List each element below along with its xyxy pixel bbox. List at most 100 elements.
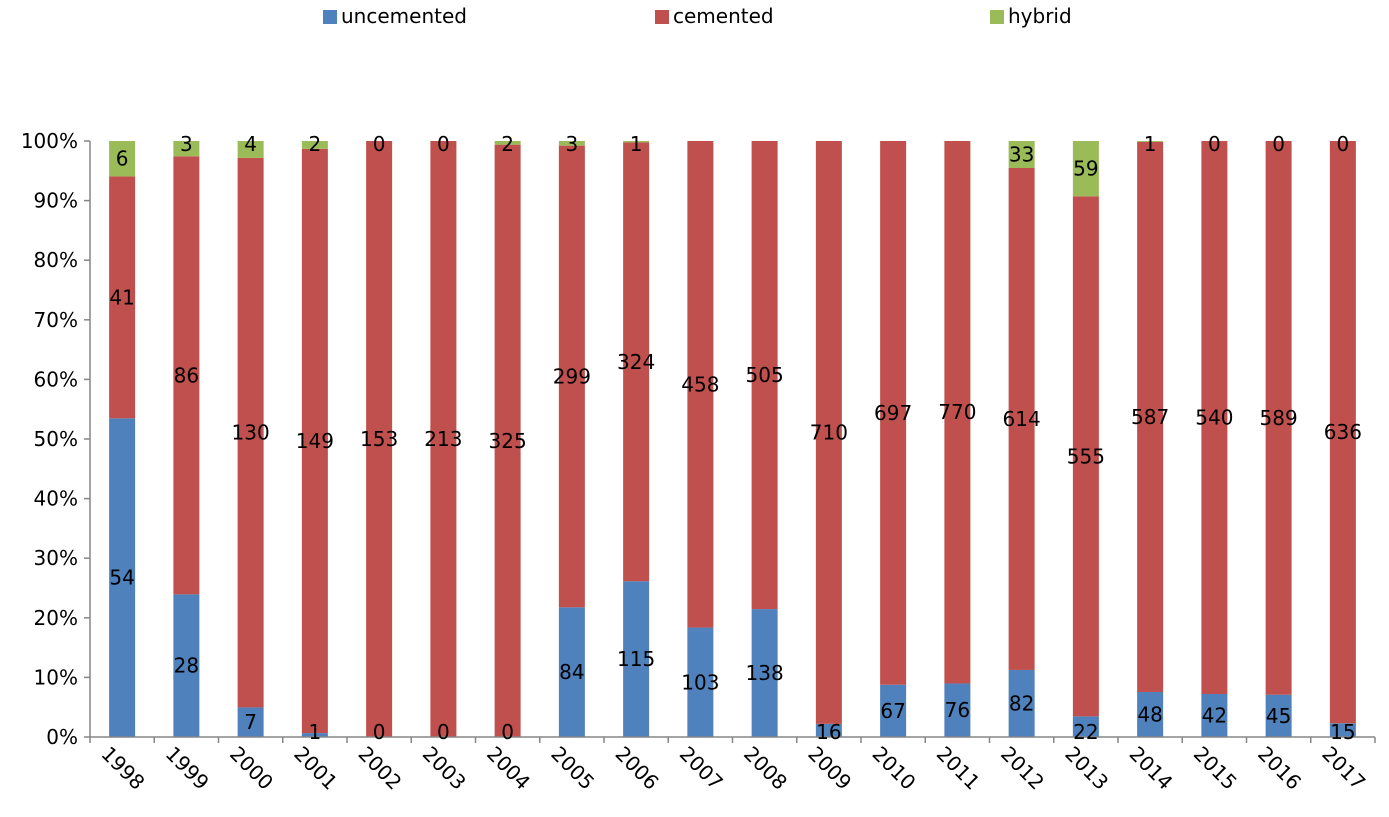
- bar-segment-cemented: [687, 141, 714, 628]
- data-label-hybrid: 0: [437, 132, 450, 156]
- data-label-uncemented: 84: [559, 660, 584, 684]
- y-tick-label: 90%: [34, 189, 78, 213]
- data-label-cemented: 458: [681, 372, 719, 396]
- bar-segment-cemented: [1008, 167, 1035, 670]
- data-label-uncemented: 103: [681, 670, 719, 694]
- bar-segment-uncemented: [173, 594, 200, 737]
- legend: uncemented cemented hybrid: [323, 4, 1072, 28]
- data-label-uncemented: 115: [617, 647, 655, 671]
- bar-segment-cemented: [623, 142, 650, 582]
- data-label-hybrid: 0: [1208, 132, 1221, 156]
- y-tick-label: 40%: [34, 487, 78, 511]
- bar-segment-uncemented: [751, 609, 778, 737]
- x-tick-label: 2001: [289, 742, 342, 795]
- x-tick-label: 2004: [482, 742, 535, 795]
- bar-segment-uncemented: [1072, 716, 1099, 737]
- bar-segment-hybrid: [237, 141, 264, 158]
- x-tick-label: 2015: [1189, 742, 1242, 795]
- data-label-uncemented: 54: [109, 566, 134, 590]
- data-label-cemented: 41: [109, 285, 134, 309]
- data-label-cemented: 636: [1324, 420, 1362, 444]
- data-label-hybrid: 3: [566, 132, 579, 156]
- bar-segment-uncemented: [558, 607, 585, 737]
- bar-segment-cemented: [558, 145, 585, 608]
- legend-swatch-hybrid: [990, 10, 1004, 24]
- legend-label-uncemented: uncemented: [341, 4, 467, 28]
- data-label-hybrid: 0: [1337, 132, 1350, 156]
- bar-segment-uncemented: [1265, 694, 1292, 737]
- x-tick-label: 2016: [1253, 742, 1306, 795]
- data-label-uncemented: 67: [880, 699, 905, 723]
- bar-segment-cemented: [366, 141, 393, 737]
- x-tick-label: 2006: [611, 742, 664, 795]
- x-tick-label: 2000: [225, 742, 278, 795]
- legend-label-cemented: cemented: [673, 4, 774, 28]
- data-label-hybrid: 6: [116, 147, 129, 171]
- data-label-uncemented: 82: [1009, 691, 1034, 715]
- data-label-cemented: 324: [617, 350, 655, 374]
- data-label-hybrid: 4: [244, 132, 257, 156]
- x-tick-label: 2005: [546, 742, 599, 795]
- data-label-cemented: 540: [1195, 405, 1233, 429]
- data-label-uncemented: 16: [816, 720, 841, 744]
- data-label-uncemented: 7: [244, 710, 257, 734]
- y-tick-label: 10%: [34, 665, 78, 689]
- x-tick-label: 2002: [354, 742, 407, 795]
- data-label-hybrid: 0: [373, 132, 386, 156]
- bar-segment-uncemented: [109, 418, 136, 737]
- bar-segment-cemented: [880, 141, 907, 685]
- data-labels-layer: 5441628863713041149201530021300325284299…: [109, 132, 1362, 744]
- y-tick-label: 80%: [34, 248, 78, 272]
- data-label-cemented: 325: [489, 429, 527, 453]
- x-tick-label: 1999: [161, 742, 214, 795]
- bar-segment-uncemented: [687, 627, 714, 737]
- data-label-uncemented: 28: [174, 654, 199, 678]
- bar-segment-hybrid: [623, 141, 650, 143]
- legend-swatch-cemented: [655, 10, 669, 24]
- data-label-uncemented: 0: [437, 720, 450, 744]
- data-label-cemented: 555: [1067, 444, 1105, 468]
- data-label-uncemented: 22: [1073, 720, 1098, 744]
- bar-segment-cemented: [1137, 141, 1164, 693]
- bar-segment-uncemented: [1008, 669, 1035, 737]
- bar-segment-hybrid: [301, 141, 328, 149]
- x-tick-label: 2012: [996, 742, 1049, 795]
- data-label-uncemented: 48: [1137, 703, 1162, 727]
- data-label-cemented: 149: [296, 429, 334, 453]
- bar-segment-cemented: [815, 141, 842, 724]
- data-label-uncemented: 42: [1202, 703, 1227, 727]
- data-label-hybrid: 1: [630, 132, 643, 156]
- data-label-cemented: 505: [746, 363, 784, 387]
- legend-label-hybrid: hybrid: [1008, 4, 1072, 28]
- bar-segment-uncemented: [815, 723, 842, 737]
- data-label-hybrid: 1: [1144, 132, 1157, 156]
- y-tick-label: 20%: [34, 606, 78, 630]
- x-tick-label: 2011: [932, 742, 985, 795]
- data-label-cemented: 86: [174, 363, 199, 387]
- data-label-hybrid: 0: [1272, 132, 1285, 156]
- y-tick-label: 100%: [21, 129, 78, 153]
- bar-segment-hybrid: [1008, 141, 1035, 168]
- bar-segment-uncemented: [1137, 692, 1164, 737]
- data-label-cemented: 697: [874, 401, 912, 425]
- bar-segment-cemented: [494, 144, 521, 737]
- data-label-uncemented: 15: [1330, 720, 1355, 744]
- data-label-uncemented: 0: [373, 720, 386, 744]
- x-tick-label: 2008: [739, 742, 792, 795]
- bar-segment-cemented: [751, 141, 778, 610]
- y-tick-label: 50%: [34, 427, 78, 451]
- bar-segment-uncemented: [623, 581, 650, 737]
- data-label-uncemented: 45: [1266, 704, 1291, 728]
- y-tick-label: 60%: [34, 367, 78, 391]
- bar-segment-cemented: [173, 156, 200, 595]
- bar-segment-uncemented: [1201, 693, 1228, 737]
- data-label-cemented: 770: [938, 400, 976, 424]
- data-label-uncemented: 1: [309, 720, 322, 744]
- data-label-cemented: 153: [360, 427, 398, 451]
- data-label-hybrid: 33: [1009, 142, 1034, 166]
- data-label-cemented: 130: [232, 421, 270, 445]
- x-tick-label: 1998: [97, 742, 150, 795]
- data-label-uncemented: 138: [746, 661, 784, 685]
- data-label-cemented: 614: [1003, 407, 1041, 431]
